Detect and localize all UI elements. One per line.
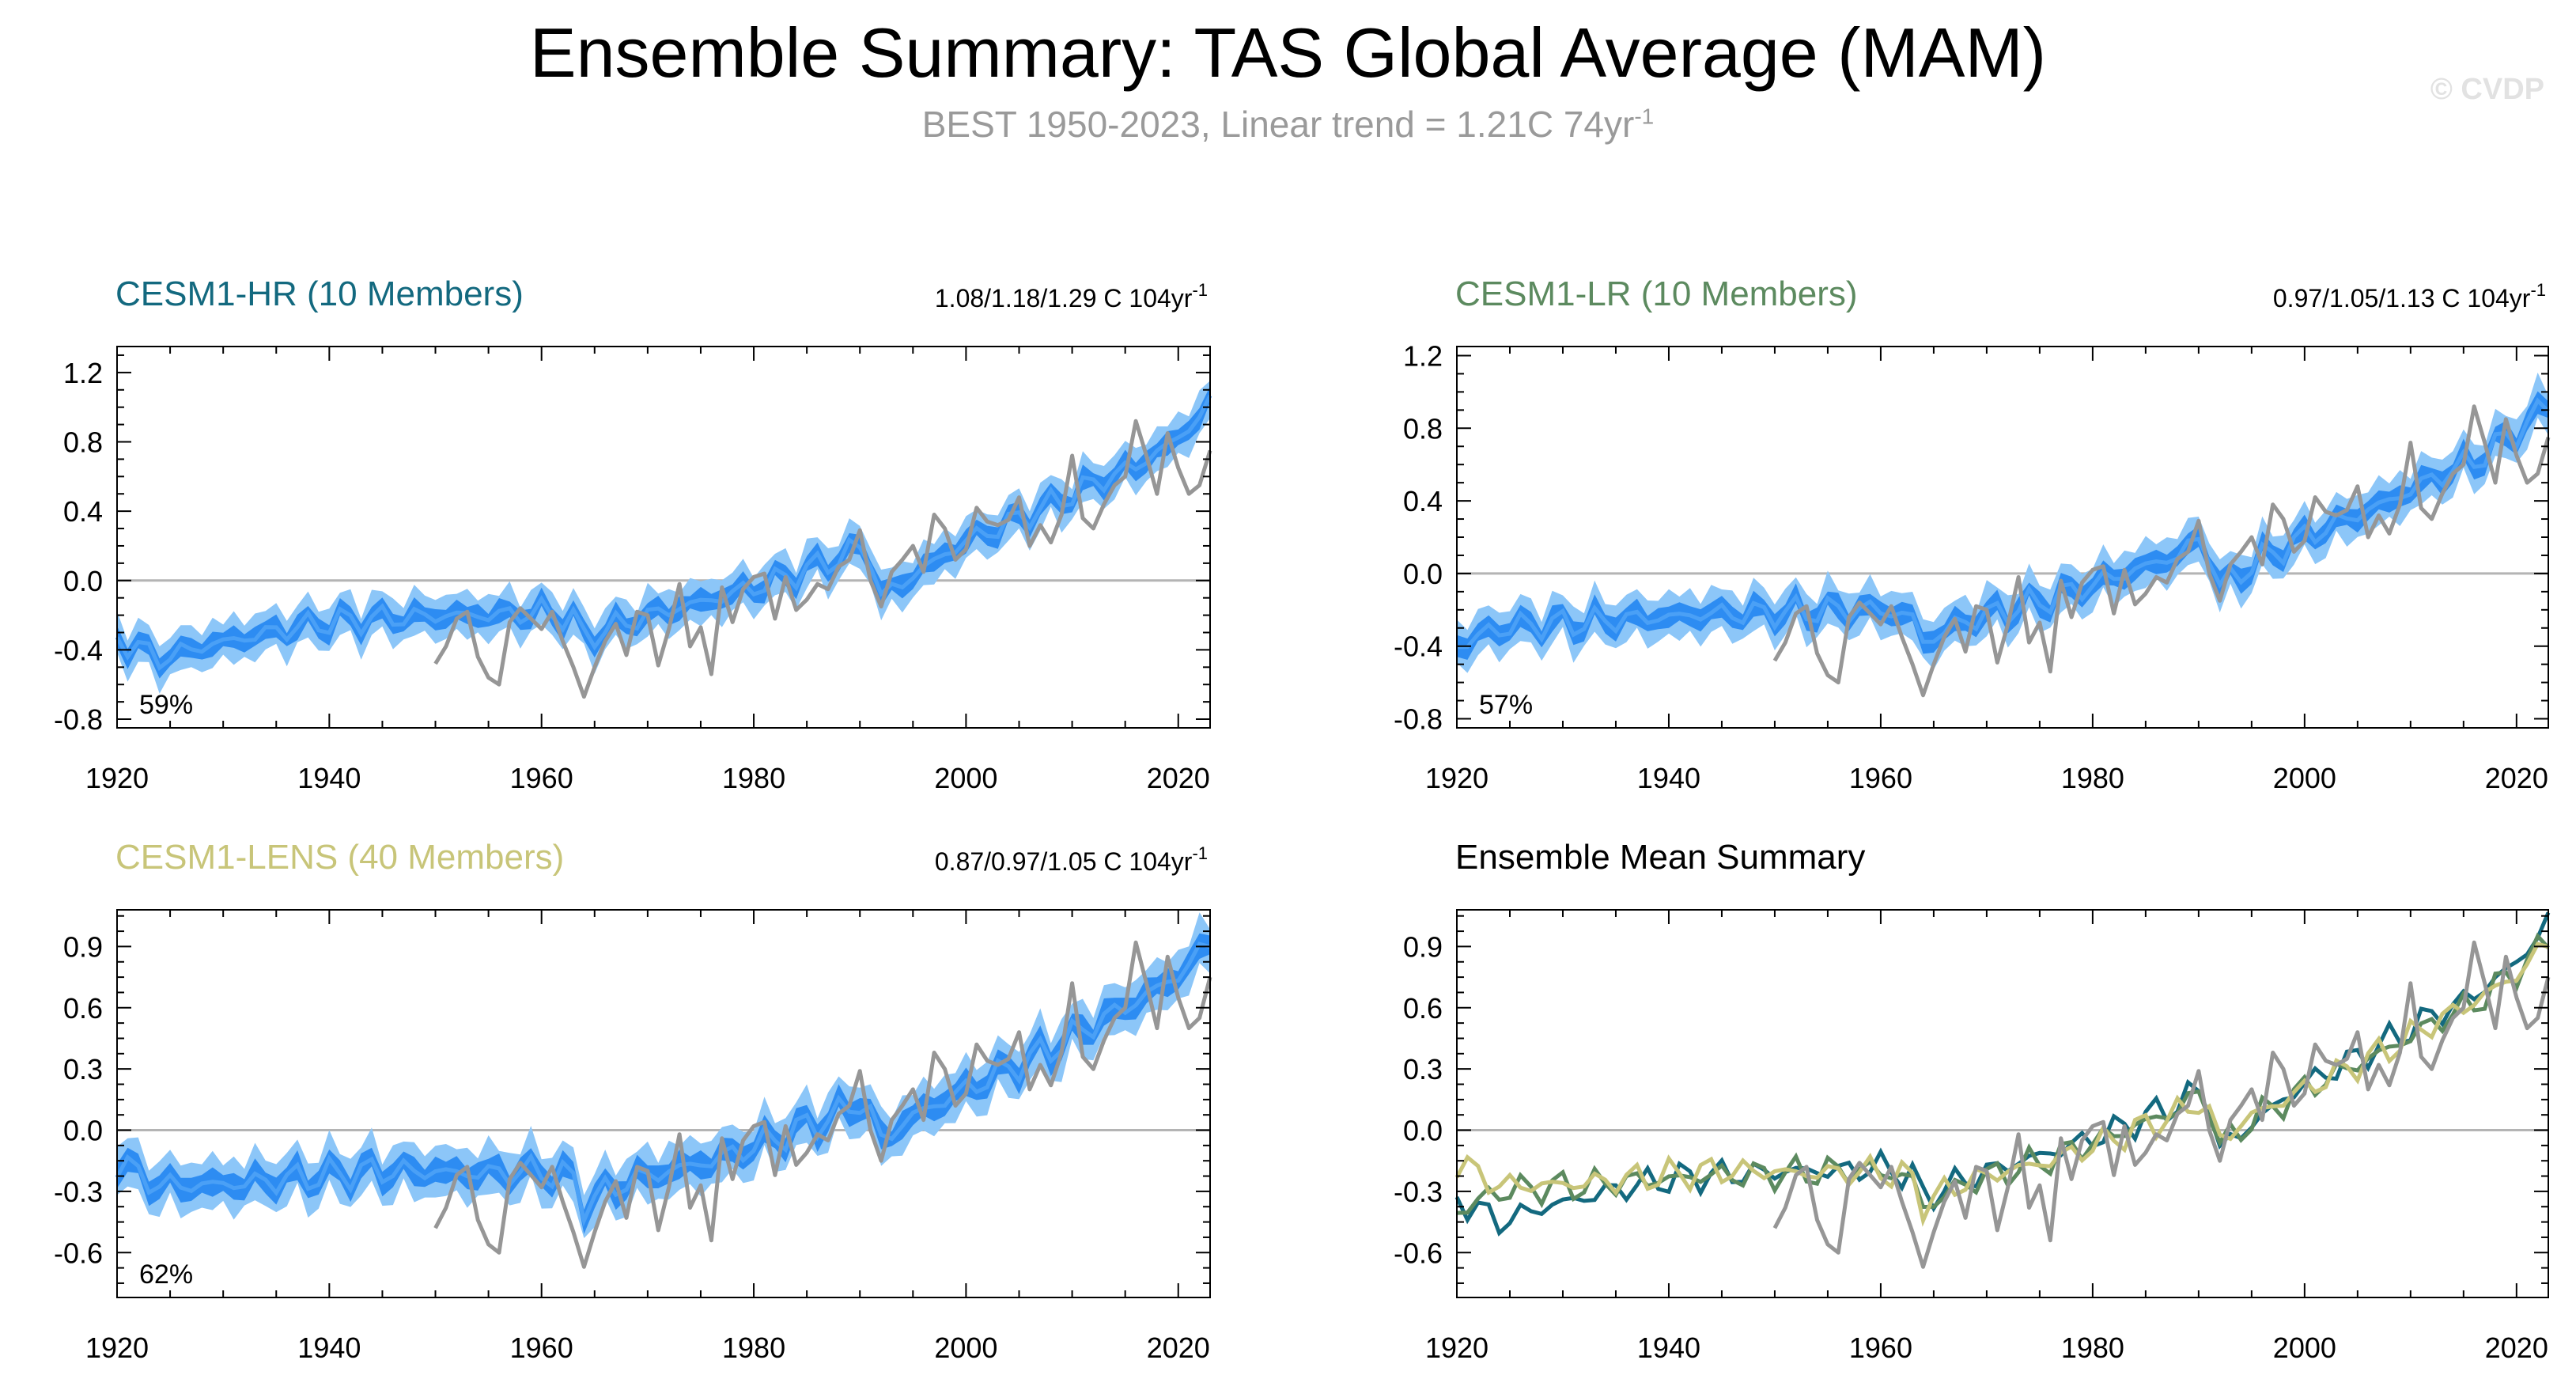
x-tick-label: 1980: [2061, 1331, 2124, 1364]
panel-cesm1-hr: 59% 1.2 0.8 0.4 0.0 -0.4 -0.8 1920 1940 1960 1980 2…: [54, 275, 1212, 794]
panel-cesm1-lens: 62% 0.9 0.6 0.3 0.0 -0.3 -0.6 1920 1940 1960 1980 2…: [54, 838, 1212, 1364]
ensemble-mean-line-lens: [1454, 941, 2549, 1227]
x-tick-label: 2000: [2273, 762, 2336, 794]
x-tick-label: 2000: [934, 1331, 997, 1364]
ensemble-mean-line: [115, 394, 1212, 672]
panel-ensemble-mean-summary: 0.9 0.6 0.3 0.0 -0.3 -0.6 1920 1940 1960 1980 2000…: [1394, 838, 2551, 1364]
figure-subtitle: BEST 1950-2023, Linear trend = 1.21C 74y…: [0, 103, 2576, 146]
subtitle-text: BEST 1950-2023, Linear trend = 1.21C 74y…: [921, 104, 1635, 145]
ensemble-interquartile-band: [117, 386, 1210, 679]
y-tick-label: 1.2: [63, 357, 103, 389]
percent-within-label: 59%: [139, 690, 193, 720]
y-tick-label: 0.9: [63, 930, 103, 963]
y-tick-label: -0.4: [54, 634, 103, 666]
x-tick-label: 1920: [1425, 762, 1488, 794]
plot-frame: [1456, 909, 2549, 1298]
y-tick-label: 0.9: [1403, 930, 1443, 963]
x-tick-label: 1920: [85, 762, 149, 794]
y-tick-label: -0.6: [54, 1237, 103, 1269]
ensemble-mean-line: [115, 941, 1211, 1227]
y-tick-label: 0.3: [1403, 1053, 1443, 1085]
x-tick-label: 1940: [297, 762, 361, 794]
trend-value: 0.87/0.97/1.05 C 104yr: [935, 847, 1193, 876]
ensemble-range-band: [1457, 372, 2548, 673]
trend-label: 0.87/0.97/1.05 C 104yr-1: [935, 843, 1208, 876]
observations-line: [433, 419, 1212, 699]
x-tick-label: 1980: [2061, 762, 2124, 794]
observations-line: [433, 940, 1212, 1269]
x-tick-label: 2000: [934, 762, 997, 794]
observations-line: [1772, 940, 2551, 1269]
y-tick-label: 0.0: [63, 565, 103, 597]
y-tick-label: -0.8: [54, 703, 103, 736]
trend-value: 1.08/1.18/1.29 C 104yr: [935, 284, 1193, 313]
x-tick-label: 2020: [1147, 1331, 1210, 1364]
x-tick-label: 1980: [722, 1331, 785, 1364]
x-tick-label: 1940: [1637, 1331, 1700, 1364]
trend-superscript: -1: [2530, 280, 2546, 300]
y-tick-label: 0.0: [63, 1115, 103, 1147]
y-tick-label: 0.0: [1403, 1115, 1443, 1147]
trend-label: 0.97/1.05/1.13 C 104yr-1: [2273, 280, 2546, 313]
y-tick-label: 0.0: [1403, 558, 1443, 590]
y-tick-label: 1.2: [1403, 339, 1443, 372]
trend-label: 1.08/1.18/1.29 C 104yr-1: [935, 280, 1208, 313]
plot-frame: [116, 909, 1211, 1298]
observations-line: [1772, 404, 2551, 698]
y-tick-label: -0.3: [54, 1176, 103, 1208]
y-tick-label: 0.8: [63, 426, 103, 459]
figure-title: Ensemble Summary: TAS Global Average (MA…: [529, 13, 2047, 92]
percent-within-label: 62%: [139, 1260, 193, 1290]
y-tick-label: -0.6: [1394, 1237, 1443, 1269]
x-tick-label: 1960: [1849, 762, 1912, 794]
x-tick-label: 2000: [2273, 1331, 2336, 1364]
x-tick-label: 1920: [85, 1331, 149, 1364]
y-tick-label: 0.3: [63, 1053, 103, 1085]
panel-title: Ensemble Mean Summary: [1455, 838, 1865, 877]
plot-frame: [116, 346, 1211, 729]
x-tick-label: 1920: [1425, 1331, 1488, 1364]
trend-value: 0.97/1.05/1.13 C 104yr: [2273, 284, 2531, 313]
ensemble-mean-line: [1456, 397, 2550, 650]
trend-superscript: -1: [1192, 843, 1208, 863]
x-tick-label: 2020: [2485, 762, 2548, 794]
panel-title: CESM1-LR (10 Members): [1455, 275, 1858, 313]
panel-cesm1-lr: 57% 1.2 0.8 0.4 0.0 -0.4 -0.8 1920 1940 1960 1980 2…: [1394, 275, 2551, 794]
panel-title: CESM1-HR (10 Members): [115, 275, 524, 313]
x-tick-label: 1960: [510, 1331, 573, 1364]
subtitle-superscript: -1: [1634, 104, 1655, 129]
y-tick-label: -0.3: [1394, 1176, 1443, 1208]
ensemble-range-band: [117, 912, 1210, 1238]
x-tick-label: 1960: [510, 762, 573, 794]
x-tick-label: 2020: [2485, 1331, 2548, 1364]
cvdp-watermark: © CVDP: [2430, 73, 2544, 106]
x-tick-label: 1980: [722, 762, 785, 794]
y-tick-label: 0.4: [1403, 485, 1443, 517]
x-tick-label: 2020: [1147, 762, 1210, 794]
panel-title: CESM1-LENS (40 Members): [115, 838, 564, 877]
x-tick-label: 1940: [1637, 762, 1700, 794]
y-tick-label: 0.4: [63, 495, 103, 528]
y-tick-label: -0.4: [1394, 631, 1443, 663]
x-tick-label: 1960: [1849, 1331, 1912, 1364]
plot-frame: [1456, 346, 2549, 729]
percent-within-label: 57%: [1479, 690, 1533, 720]
trend-superscript: -1: [1192, 280, 1208, 300]
x-tick-label: 1940: [297, 1331, 361, 1364]
y-tick-label: -0.8: [1394, 703, 1443, 736]
ensemble-mean-line-hr: [1454, 911, 2551, 1237]
y-tick-label: 0.8: [1403, 412, 1443, 445]
y-tick-label: 0.6: [1403, 992, 1443, 1025]
y-tick-label: 0.6: [63, 992, 103, 1025]
